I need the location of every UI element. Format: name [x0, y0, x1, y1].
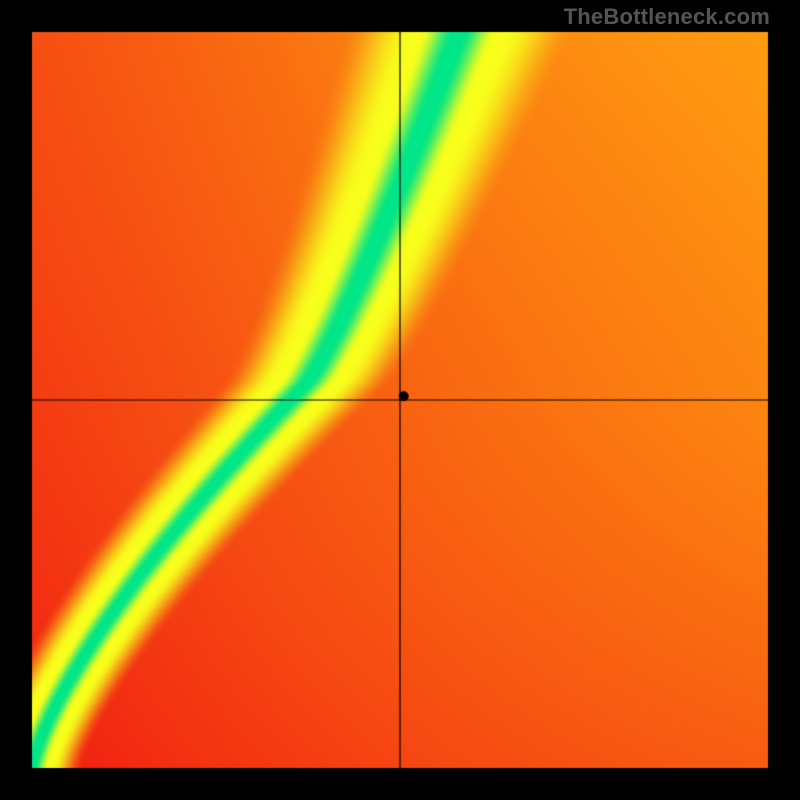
watermark-text: TheBottleneck.com	[564, 4, 770, 30]
heatmap-canvas	[0, 0, 800, 800]
chart-container: TheBottleneck.com	[0, 0, 800, 800]
